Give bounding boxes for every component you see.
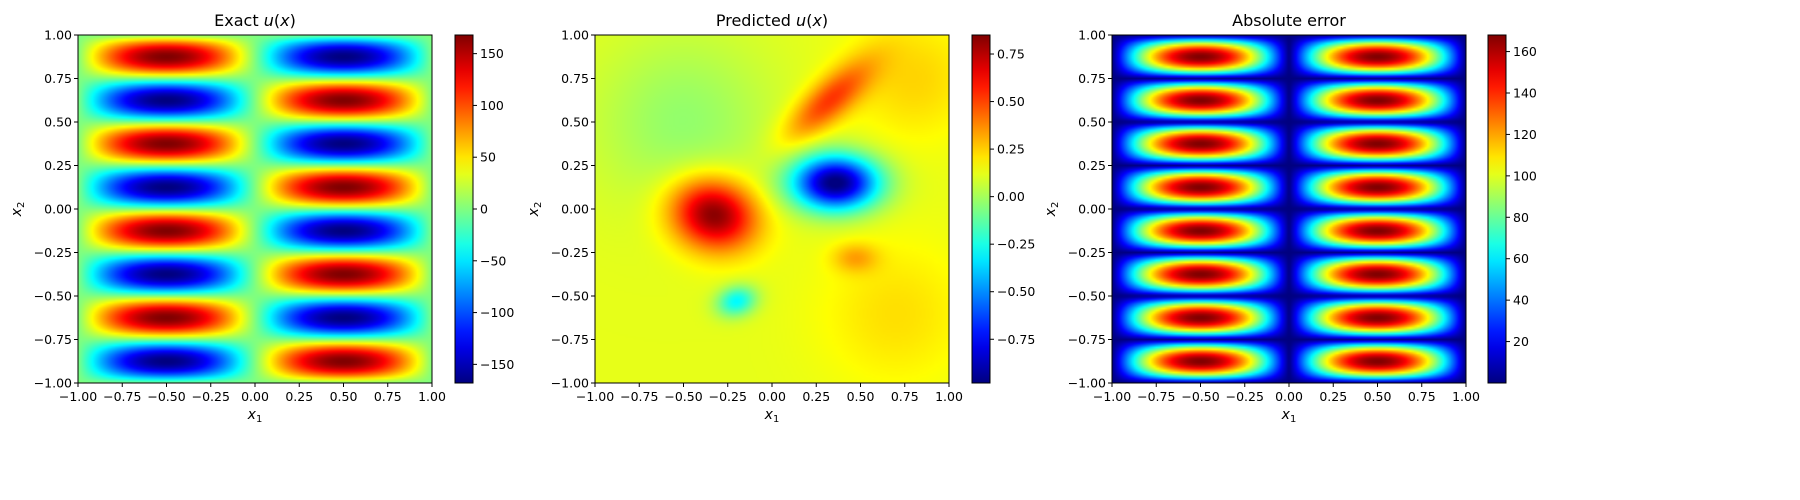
y-tick-label: 0.50 [1078, 115, 1106, 130]
colorbar-tick-label: 60 [1513, 251, 1529, 266]
y-tick-label: 0.75 [561, 71, 589, 86]
x-tick-label: 0.00 [241, 389, 269, 404]
colorbar-tick-label: 20 [1513, 334, 1529, 349]
x-tick-label: 0.50 [847, 389, 875, 404]
x-tick-label: −0.25 [1226, 389, 1264, 404]
y-tick-label: 0.50 [561, 115, 589, 130]
colorbar-tick-label: 140 [1513, 86, 1537, 101]
y-tick-label: −1.00 [551, 376, 589, 391]
y-tick-label: −0.50 [34, 289, 72, 304]
x-tick-label: 1.00 [418, 389, 446, 404]
x-tick-label: −0.50 [664, 389, 702, 404]
colorbar-tick-label: 0.00 [997, 189, 1025, 204]
x-tick-label: −0.75 [1137, 389, 1175, 404]
y-tick-label: −1.00 [1068, 376, 1106, 391]
colorbar-tick-label: −100 [480, 305, 514, 320]
x-tick-label: −1.00 [59, 389, 97, 404]
y-tick-label: 0.00 [1078, 202, 1106, 217]
y-tick-label: 0.00 [561, 202, 589, 217]
y-tick-label: −0.25 [34, 245, 72, 260]
y-axis-label: x2 [1043, 202, 1061, 218]
colorbar-tick-label: −0.50 [997, 284, 1035, 299]
colorbar-tick-label: −150 [480, 357, 514, 372]
x-axis-label: x1 [1281, 407, 1297, 425]
colorbar-tick-label: 120 [1513, 127, 1537, 142]
y-tick-label: −0.50 [551, 289, 589, 304]
x-tick-label: −0.50 [1181, 389, 1219, 404]
chart-title: Absolute error [1232, 11, 1346, 30]
panel-1: Exact u(x) −1.00 −0.75 −0.50 −0.25 0.00 0.25 0.… [9, 11, 514, 425]
x-tick-label: −0.25 [192, 389, 230, 404]
y-tick-label: 0.50 [44, 115, 72, 130]
x-tick-label: 0.25 [802, 389, 830, 404]
x-tick-label: −0.75 [103, 389, 141, 404]
y-tick-label: 0.25 [44, 158, 72, 173]
x-tick-label: 0.00 [1275, 389, 1303, 404]
heatmap-image [595, 35, 949, 383]
y-tick-label: 1.00 [1078, 28, 1106, 43]
x-tick-label: 0.50 [330, 389, 358, 404]
heatmap-image [78, 35, 432, 383]
colorbar-tick-label: 0.50 [997, 94, 1025, 109]
y-tick-label: −0.75 [1068, 332, 1106, 347]
panel-2: Predicted u(x) −1.00 −0.75 −0.50 −0.25 0.00 0.… [526, 11, 1035, 425]
x-tick-label: 1.00 [935, 389, 963, 404]
x-axis-label: x1 [764, 407, 780, 425]
colorbar-tick-label: 50 [480, 150, 496, 165]
x-tick-label: −0.25 [709, 389, 747, 404]
x-tick-label: 0.00 [758, 389, 786, 404]
x-tick-label: −0.75 [620, 389, 658, 404]
y-tick-label: −0.50 [1068, 289, 1106, 304]
colorbar [971, 34, 991, 384]
x-axis-label: x1 [247, 407, 263, 425]
chart-title: Predicted u(x) [716, 11, 828, 30]
x-tick-label: 0.75 [1408, 389, 1436, 404]
colorbar-tick-label: 100 [480, 98, 504, 113]
colorbar-tick-label: 160 [1513, 44, 1537, 59]
colorbar-tick-label: 150 [480, 46, 504, 61]
colorbar [454, 34, 474, 384]
y-tick-label: 1.00 [44, 28, 72, 43]
y-tick-label: 0.00 [44, 202, 72, 217]
x-tick-label: 0.75 [374, 389, 402, 404]
chart-title: Exact u(x) [214, 11, 296, 30]
colorbar-tick-label: −0.25 [997, 237, 1035, 252]
y-tick-label: −0.25 [551, 245, 589, 260]
y-tick-label: −0.75 [34, 332, 72, 347]
y-tick-label: −0.75 [551, 332, 589, 347]
colorbar-tick-label: 0.25 [997, 142, 1025, 157]
colorbar-tick-label: 0.75 [997, 47, 1025, 62]
x-tick-label: 0.25 [1319, 389, 1347, 404]
y-tick-label: 0.25 [561, 158, 589, 173]
x-tick-label: −1.00 [1093, 389, 1131, 404]
x-tick-label: 0.75 [891, 389, 919, 404]
x-tick-label: 0.25 [285, 389, 313, 404]
y-tick-label: 0.75 [44, 71, 72, 86]
colorbar-tick-label: 0 [480, 202, 488, 217]
heatmap-image [1112, 35, 1466, 383]
y-tick-label: 0.25 [1078, 158, 1106, 173]
x-tick-label: −0.50 [147, 389, 185, 404]
colorbar-tick-label: −0.75 [997, 332, 1035, 347]
x-tick-label: −1.00 [576, 389, 614, 404]
colorbar-tick-label: 40 [1513, 293, 1529, 308]
y-tick-label: −0.25 [1068, 245, 1106, 260]
colorbar-tick-label: 100 [1513, 168, 1537, 183]
y-axis-label: x2 [526, 202, 544, 218]
y-tick-label: 1.00 [561, 28, 589, 43]
y-tick-label: 0.75 [1078, 71, 1106, 86]
y-axis-label: x2 [9, 202, 27, 218]
colorbar-tick-label: −50 [480, 253, 506, 268]
y-tick-label: −1.00 [34, 376, 72, 391]
x-tick-label: 1.00 [1452, 389, 1480, 404]
colorbar-tick-label: 80 [1513, 210, 1529, 225]
x-tick-label: 0.50 [1364, 389, 1392, 404]
panel-3: Absolute error −1.00 −0.75 −0.50 −0.25 0.00 0.… [1043, 11, 1537, 425]
colorbar [1487, 34, 1507, 384]
